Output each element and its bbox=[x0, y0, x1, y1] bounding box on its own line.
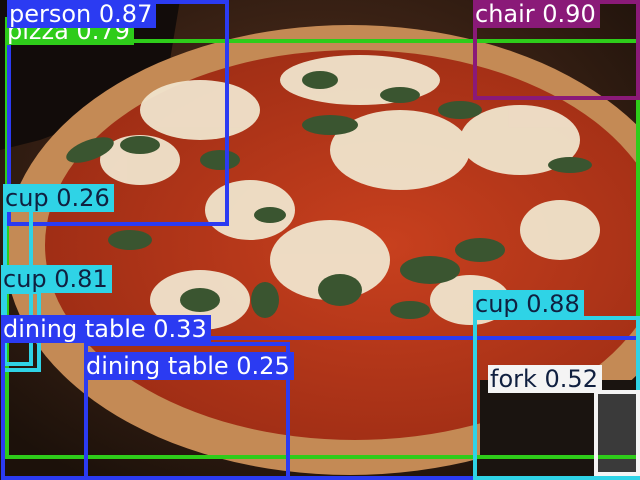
pizza-box bbox=[5, 39, 640, 459]
fork-box bbox=[594, 390, 640, 476]
person-label: person 0.87 bbox=[7, 0, 157, 28]
cup-label-1: cup 0.26 bbox=[3, 184, 114, 212]
cup-label-3: cup 0.88 bbox=[473, 290, 584, 318]
cup-label-2: cup 0.81 bbox=[1, 265, 112, 293]
dining-table-label-2: dining table 0.25 bbox=[84, 352, 294, 380]
dining-table-label-1: dining table 0.33 bbox=[1, 315, 211, 343]
chair-label: chair 0.90 bbox=[473, 0, 600, 28]
dining-table-box-2 bbox=[84, 342, 290, 480]
fork-label: fork 0.52 bbox=[488, 365, 602, 393]
